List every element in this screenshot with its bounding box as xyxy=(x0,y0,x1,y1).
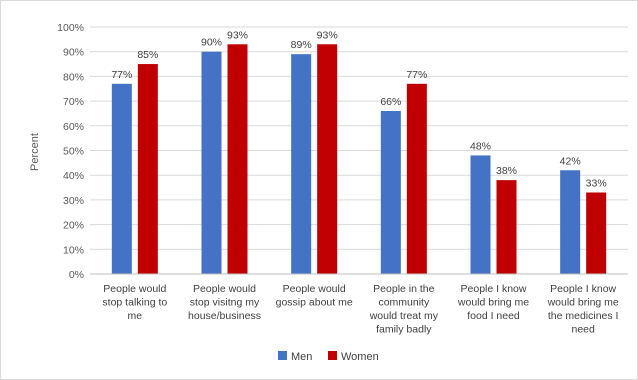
bar-men xyxy=(201,51,222,275)
data-label: 90% xyxy=(201,37,222,49)
category-label: People would gossip about me xyxy=(276,283,353,309)
category-label-line: People would xyxy=(103,283,166,295)
category-label-line: would bring me xyxy=(457,297,529,309)
y-tick-label: 40% xyxy=(63,170,84,182)
legend-swatch-women xyxy=(328,351,337,360)
y-tick-label: 10% xyxy=(63,244,84,256)
data-label: 66% xyxy=(380,96,401,108)
category-label-line: gossip about me xyxy=(276,297,353,309)
y-tick-label: 90% xyxy=(63,47,84,59)
category-label-line: People would xyxy=(283,283,346,295)
data-label: 48% xyxy=(470,140,491,152)
category-label: People in the community would treat my fami… xyxy=(369,283,439,336)
bar-men xyxy=(380,110,401,274)
y-tick-label: 70% xyxy=(63,96,84,108)
category-label-line: family badly xyxy=(376,324,432,336)
category-label: People would stop visitng my house/busines… xyxy=(188,283,261,322)
data-label: 85% xyxy=(137,49,158,61)
bar-women xyxy=(137,64,158,274)
category-label-line: the medicines I xyxy=(548,310,619,322)
legend: Men Women xyxy=(278,351,379,363)
category-label-line: People would xyxy=(193,283,256,295)
legend-label-women: Women xyxy=(341,351,379,363)
bar-men xyxy=(470,155,491,274)
category-label-line: stop visitng my xyxy=(190,297,260,309)
category-label-line: me xyxy=(128,310,143,322)
category-label-line: stop talking to xyxy=(102,297,167,309)
y-tick-label: 60% xyxy=(63,121,84,133)
legend-label-men: Men xyxy=(291,351,312,363)
data-label: 93% xyxy=(317,29,338,41)
bar-women xyxy=(227,44,248,274)
category-label-line: house/business xyxy=(188,310,261,322)
legend-swatch-men xyxy=(278,351,287,360)
y-axis-ticks: 0% 10% 20% 30% 40% 50% 60% 70% 80% 90% 100% xyxy=(57,22,84,281)
bar-men xyxy=(111,83,132,274)
y-tick-label: 80% xyxy=(63,71,84,83)
data-label: 77% xyxy=(406,69,427,81)
y-tick-label: 100% xyxy=(57,22,84,34)
y-tick-label: 0% xyxy=(69,269,84,281)
data-label: 33% xyxy=(586,177,607,189)
data-label: 42% xyxy=(560,155,581,167)
category-label-line: People I know xyxy=(550,283,616,295)
bar-men xyxy=(291,54,312,274)
bar-women xyxy=(496,180,517,274)
category-label-line: People I know xyxy=(461,283,527,295)
category-label-line: would treat my xyxy=(369,310,439,322)
category-label: People I know would bring me food I need xyxy=(457,283,529,322)
y-axis-label: Percent xyxy=(29,133,41,171)
category-label: People would stop talking to me xyxy=(102,283,167,322)
y-tick-label: 30% xyxy=(63,195,84,207)
bar-men xyxy=(560,170,581,274)
category-label-line: need xyxy=(571,324,595,336)
data-label: 93% xyxy=(227,29,248,41)
data-label: 89% xyxy=(291,39,312,51)
category-label-line: community xyxy=(378,297,430,309)
y-tick-label: 20% xyxy=(63,220,84,232)
category-label-line: People in the xyxy=(373,283,434,295)
data-label: 77% xyxy=(111,69,132,81)
bars xyxy=(111,44,607,275)
bar-women xyxy=(406,83,427,274)
category-label-line: would bring me xyxy=(547,297,619,309)
category-label: People I know would bring me the medicines… xyxy=(547,283,619,336)
bar-women xyxy=(317,44,338,274)
data-label: 38% xyxy=(496,165,517,177)
bar-women xyxy=(586,192,607,274)
category-label-line: food I need xyxy=(467,310,520,322)
data-labels: 77% 85% 90% 93% 89% 93% 66% 77% 48% 38% 42% 33% xyxy=(111,29,606,189)
y-tick-label: 50% xyxy=(63,146,84,158)
